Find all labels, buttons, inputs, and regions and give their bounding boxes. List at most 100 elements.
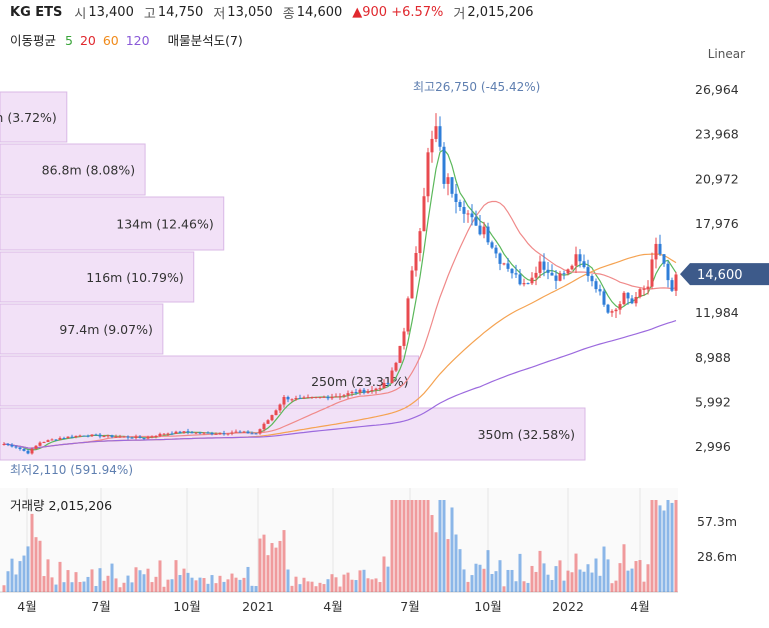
x-tick-label: 2021	[242, 599, 274, 614]
volume-bar	[514, 581, 518, 592]
candle-body	[606, 304, 610, 313]
candle-body	[562, 273, 566, 275]
volume-bar	[138, 570, 142, 592]
volume-bar	[178, 575, 182, 592]
candle-body	[102, 436, 106, 438]
scale-mode-toggle[interactable]: Linear	[707, 47, 745, 61]
axes: 26,96423,96820,97217,97614,98011,9848,98…	[10, 80, 769, 614]
volume-bar	[590, 572, 594, 592]
candle-body	[442, 146, 446, 184]
volume-bar	[130, 582, 134, 592]
low-value: 13,050	[227, 4, 273, 20]
volume-title: 거래량 2,015,206	[10, 498, 113, 513]
x-tick-label: 7월	[91, 599, 110, 614]
volume-bar	[390, 500, 394, 592]
current-price-label: 14,600	[697, 268, 743, 283]
volume-bar	[362, 569, 366, 592]
volume-bar	[638, 560, 642, 592]
candle-body	[566, 269, 570, 274]
volume-bar	[14, 574, 18, 592]
candle-body	[382, 382, 386, 389]
candle-body	[522, 283, 526, 285]
volume-bar	[446, 539, 450, 592]
candle-body	[242, 431, 246, 433]
candle-body	[654, 243, 658, 260]
volume-tick-label: 57.3m	[697, 514, 737, 529]
candle-body	[582, 261, 586, 268]
volume-bar	[22, 555, 26, 592]
y-tick-label: 5,992	[695, 394, 731, 409]
volume-bar	[338, 586, 342, 592]
volume-bar	[562, 580, 566, 592]
candle-body	[126, 436, 130, 438]
volume-bar	[290, 585, 294, 592]
volume-bar	[662, 510, 666, 592]
volume-bar	[258, 538, 262, 592]
volume-bar	[298, 584, 302, 592]
candle-body	[358, 389, 362, 393]
moving-average-legend[interactable]: 이동평균 5 20 60 120 매물분석도(7)	[10, 30, 248, 49]
volume-bar	[518, 553, 522, 592]
volume-bar	[542, 563, 546, 592]
volume-bar	[462, 569, 466, 592]
volume-bar	[574, 553, 578, 592]
candle-body	[118, 436, 122, 438]
volume-bar	[222, 581, 226, 592]
volume-bar	[82, 581, 86, 592]
candle-body	[658, 243, 662, 255]
volume-bar	[122, 582, 126, 592]
volume-bar	[246, 566, 250, 592]
max-price-marker: 최고26,750 (-45.42%)	[413, 80, 540, 94]
volume-bar	[526, 582, 530, 592]
candle-body	[534, 272, 538, 278]
volume-bar	[482, 568, 486, 592]
stock-name: KG ETS	[10, 4, 63, 20]
close-label: 종	[282, 6, 295, 22]
candle-body	[514, 273, 518, 275]
volume-bar	[142, 574, 146, 592]
volume-bar	[386, 566, 390, 592]
volume-bar	[478, 564, 482, 592]
ma120-line	[3, 320, 677, 449]
volume-bar	[610, 583, 614, 592]
candle-body	[398, 345, 402, 363]
candle-body	[570, 265, 574, 270]
candle-body	[178, 431, 182, 433]
volume-bar	[274, 547, 278, 592]
x-tick-label: 10월	[474, 599, 501, 614]
volume-bar	[202, 578, 206, 592]
volume-bar	[106, 575, 110, 592]
profile-label: 250m (23.31%)	[311, 374, 408, 389]
candle-body	[346, 393, 350, 396]
candle-body	[558, 273, 562, 281]
volume-bar	[182, 568, 186, 592]
candle-body	[150, 436, 154, 438]
open-label: 시	[74, 6, 87, 22]
candle-body	[426, 152, 430, 197]
candle-body	[34, 445, 38, 449]
candle-body	[194, 432, 198, 434]
volume-bar	[294, 576, 298, 592]
volume-bar	[550, 580, 554, 592]
volume-bar	[354, 580, 358, 592]
volume-bar	[2, 585, 6, 592]
volume-bar	[78, 581, 82, 592]
volume-bar	[474, 563, 478, 592]
volume-bar	[158, 560, 162, 592]
candle-body	[326, 396, 330, 399]
volume-bar	[34, 537, 38, 592]
volume-bar	[606, 559, 610, 592]
candle-body	[602, 291, 606, 305]
high-value: 14,750	[157, 4, 204, 20]
price-profile-toggle[interactable]: 매물분석도(7)	[167, 33, 243, 48]
volume-bar	[46, 559, 50, 592]
candle-body	[646, 286, 650, 289]
volume-bar	[134, 567, 138, 592]
candle-body	[666, 263, 670, 281]
candle-body	[378, 388, 382, 390]
candle-body	[462, 207, 466, 214]
candle-body	[134, 436, 138, 438]
profile-bar	[0, 251, 195, 303]
y-tick-label: 17,976	[695, 216, 739, 231]
